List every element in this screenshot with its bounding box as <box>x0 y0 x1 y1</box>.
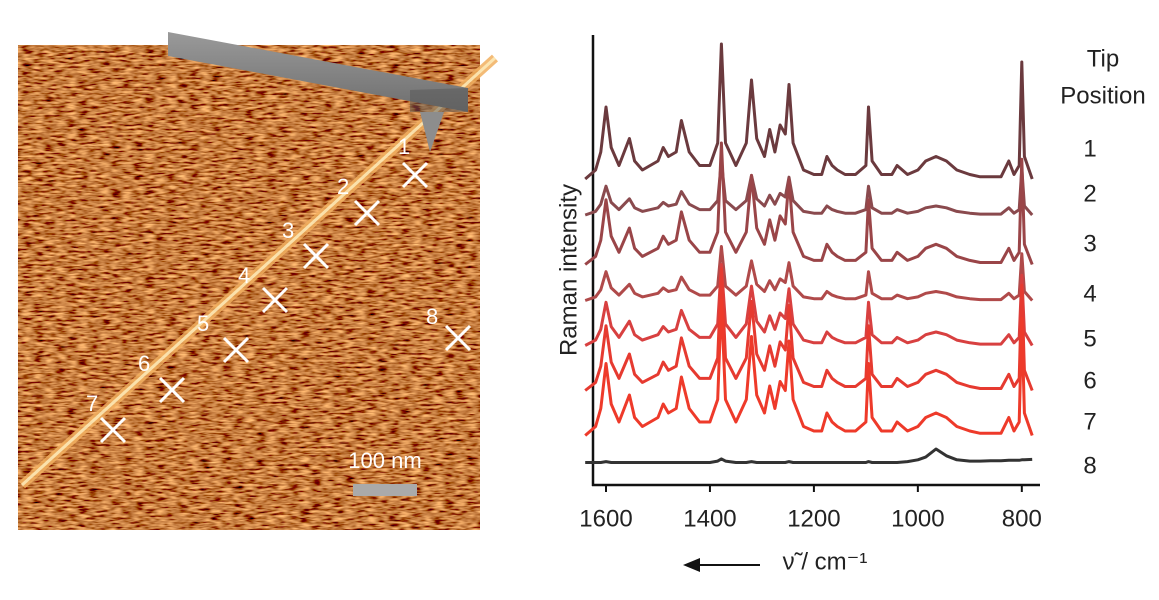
cross <box>401 161 429 189</box>
spectrum-line <box>585 447 1033 464</box>
cross <box>444 324 472 352</box>
cantilever <box>168 32 468 112</box>
x-tick-label: 800 <box>1002 505 1042 532</box>
spectrum-line <box>584 299 1034 437</box>
legend-label: 7 <box>1083 408 1096 435</box>
marker-label: 7 <box>86 391 98 416</box>
x-axis-label: ν̃ / cm⁻¹ <box>783 548 868 575</box>
legend-label: 3 <box>1083 230 1096 257</box>
afm-texture <box>18 45 480 530</box>
legend-label: 1 <box>1083 135 1096 162</box>
scale-bar-label: 100 nm <box>348 448 421 473</box>
y-axis-label: Raman intensity <box>555 184 582 356</box>
markers <box>99 161 472 444</box>
marker-label: 1 <box>398 134 410 159</box>
legend-title: Position <box>1060 82 1145 109</box>
spectrum-line <box>584 141 1034 266</box>
arrow-head <box>683 558 700 572</box>
marker-label: 6 <box>138 351 150 376</box>
x-tick-label: 1200 <box>787 505 840 532</box>
x-tick-label: 1000 <box>891 505 944 532</box>
spectra-chart: Raman intensity ν̃ / cm⁻¹ 1600 1400 1200 10… <box>555 35 1146 575</box>
spectrum-line <box>584 42 1034 181</box>
cross <box>261 286 289 314</box>
tip <box>420 112 444 152</box>
legend-label: 4 <box>1083 280 1096 307</box>
scale-bar <box>353 484 417 496</box>
spectrum-line <box>584 245 1034 302</box>
spectrum-line <box>584 159 1034 217</box>
fibre-core <box>20 56 497 487</box>
legend-label: 2 <box>1083 180 1096 207</box>
cross <box>302 242 330 270</box>
spectrum-line <box>584 267 1034 392</box>
marker-label: 8 <box>426 304 438 329</box>
x-tick-label: 1400 <box>683 505 736 532</box>
marker-label: 4 <box>238 263 250 288</box>
legend-label: 6 <box>1083 367 1096 394</box>
cross <box>158 376 186 404</box>
marker-label: 3 <box>282 218 294 243</box>
marker-label: 5 <box>197 311 209 336</box>
cross <box>99 416 127 444</box>
cross <box>353 199 381 227</box>
cross <box>222 336 250 364</box>
afm-image: 1 2 3 4 5 6 7 8 100 nm <box>18 32 499 530</box>
legend-label: 5 <box>1083 325 1096 352</box>
cantilever-shade <box>410 88 468 112</box>
spectrum-line <box>584 263 1034 347</box>
x-tick-label: 1600 <box>579 505 632 532</box>
legend-title: Tip <box>1087 45 1119 72</box>
legend-label: 8 <box>1083 452 1096 479</box>
marker-label: 2 <box>337 174 349 199</box>
